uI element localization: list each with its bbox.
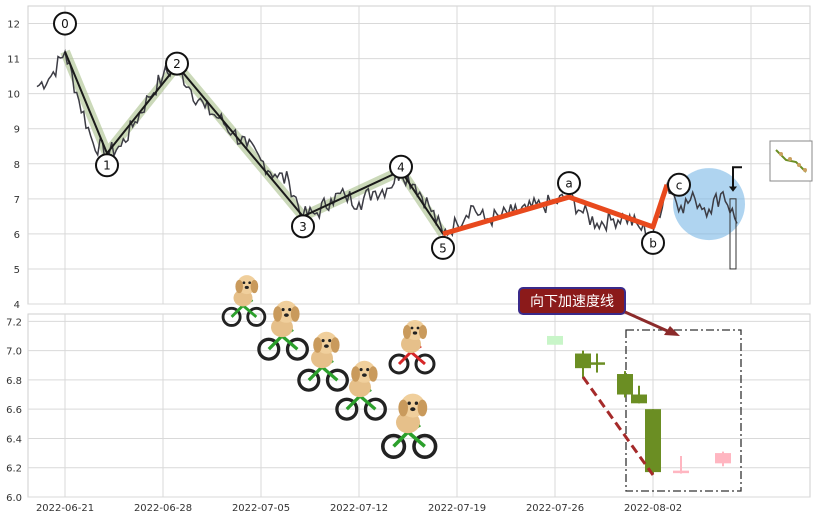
highlight-circle bbox=[673, 168, 745, 241]
acceleration-trendline bbox=[581, 376, 655, 476]
dog-on-bike bbox=[388, 320, 436, 375]
thumbnail-legend bbox=[769, 140, 813, 182]
x-tick-label: 2022-07-26 bbox=[526, 503, 584, 514]
detail-y-tick-label: 6.4 bbox=[6, 434, 22, 445]
candle-body bbox=[547, 335, 563, 345]
price-y-tick-label: 12 bbox=[7, 20, 20, 31]
wave-label-circle bbox=[291, 214, 315, 239]
detail-y-tick-label: 6.8 bbox=[6, 376, 22, 387]
x-tick-label: 2022-07-05 bbox=[232, 503, 290, 514]
x-tick-label: 2022-06-28 bbox=[134, 503, 192, 514]
wave-label-text: 4 bbox=[397, 160, 405, 174]
x-tick-label: 2022-08-02 bbox=[624, 503, 682, 514]
selection-box-rect bbox=[625, 329, 742, 492]
wave-label-circle bbox=[641, 230, 665, 255]
wave-label-text: 5 bbox=[439, 241, 447, 255]
correction-wave-line bbox=[442, 184, 670, 237]
price-y-tick-label: 7 bbox=[14, 195, 20, 206]
x-tick-label: 2022-06-21 bbox=[36, 503, 94, 514]
wave-lines bbox=[64, 51, 670, 237]
callout-text: 向下加速度线 bbox=[530, 294, 614, 310]
wave-label-circle bbox=[165, 51, 189, 76]
wave-labels: 0 1 2 3 4 5 a b c bbox=[53, 11, 691, 260]
price-y-tick-label: 8 bbox=[14, 160, 20, 171]
detail-y-tick-label: 7.2 bbox=[6, 317, 22, 328]
recent-price-highlight bbox=[673, 168, 745, 241]
wave-label-text: 1 bbox=[103, 159, 111, 173]
price-panel-frame bbox=[27, 5, 811, 305]
price-series-line bbox=[36, 48, 738, 239]
candle-body bbox=[645, 409, 661, 473]
x-tick-label: 2022-07-12 bbox=[330, 503, 388, 514]
current-bracket bbox=[732, 166, 742, 187]
wave-label-circle bbox=[667, 172, 691, 197]
dog-on-bike bbox=[380, 393, 438, 460]
candle-body bbox=[589, 362, 605, 365]
detail-y-tick-label: 7.0 bbox=[6, 347, 22, 358]
price-y-tick-label: 9 bbox=[14, 125, 20, 136]
callout-annotation: 向下加速度线 bbox=[518, 287, 680, 336]
price-line bbox=[36, 48, 738, 239]
candle-body bbox=[617, 374, 633, 395]
wave-label-text: c bbox=[676, 178, 683, 192]
callout-arrowhead bbox=[664, 326, 680, 336]
detail-y-tick-labels: 6.0 6.2 6.4 6.6 6.8 7.0 7.2 bbox=[6, 317, 22, 504]
wave-label-text: 2 bbox=[173, 57, 181, 71]
wave-label-circle bbox=[95, 153, 119, 178]
candles bbox=[547, 335, 731, 474]
dog-on-bike bbox=[221, 275, 267, 327]
current-arrowhead bbox=[729, 186, 737, 192]
wave-label-circle bbox=[53, 11, 77, 36]
current-range-bar bbox=[729, 198, 737, 270]
price-y-tick-label: 6 bbox=[14, 230, 20, 241]
detail-y-tick-label: 6.0 bbox=[6, 493, 22, 504]
price-y-tick-label: 10 bbox=[7, 90, 20, 101]
candle-body bbox=[673, 470, 689, 474]
wave-label-text: a bbox=[565, 177, 572, 191]
impulse-wave-line bbox=[64, 51, 444, 235]
detail-y-tick-label: 6.2 bbox=[6, 464, 22, 475]
dog-cyclists-illustration bbox=[221, 275, 438, 460]
callout-arrow bbox=[624, 310, 673, 335]
dog-on-bike bbox=[297, 331, 349, 392]
current-marker bbox=[729, 166, 742, 270]
candle-body bbox=[715, 453, 731, 464]
price-y-tick-label: 5 bbox=[14, 265, 20, 276]
candle-body bbox=[575, 353, 591, 369]
dog-on-bike bbox=[257, 300, 309, 361]
callout-box bbox=[518, 287, 626, 315]
x-tick-labels: 2022-06-21 2022-06-28 2022-07-05 2022-07-12… bbox=[36, 503, 682, 514]
wave-label-text: 3 bbox=[299, 220, 307, 234]
price-y-tick-label: 4 bbox=[14, 300, 20, 311]
x-tick-label: 2022-07-19 bbox=[428, 503, 486, 514]
dog-on-bike bbox=[335, 360, 387, 421]
price-y-tick-label: 11 bbox=[7, 55, 20, 66]
wave-label-circle bbox=[557, 171, 581, 196]
acceleration-trendline-path bbox=[581, 376, 655, 476]
price-y-tick-labels: 4 5 6 7 8 9 10 11 12 bbox=[7, 20, 20, 311]
selection-box bbox=[625, 329, 742, 492]
wave-label-text: 0 bbox=[61, 17, 69, 31]
wave-label-circle bbox=[431, 235, 455, 260]
wave-label-circle bbox=[389, 154, 413, 179]
wave-label-text: b bbox=[649, 236, 657, 250]
detail-y-tick-label: 6.6 bbox=[6, 405, 22, 416]
candle-body bbox=[631, 394, 647, 404]
